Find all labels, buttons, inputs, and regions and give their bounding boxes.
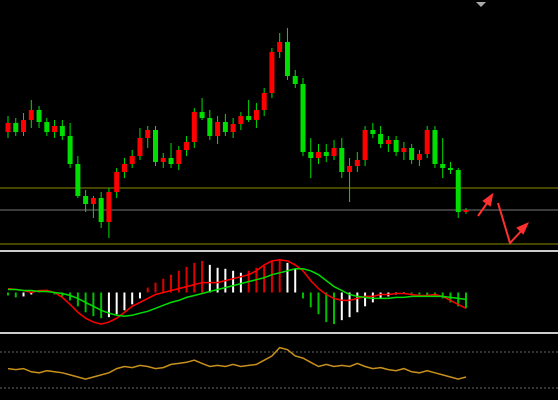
candle-body (354, 160, 360, 166)
macd-line (8, 268, 467, 317)
candle-body (36, 110, 42, 122)
candle-body (385, 140, 391, 144)
candle-body (323, 152, 329, 156)
candle-body (339, 148, 345, 172)
candle-body (106, 192, 112, 222)
candle-body (98, 198, 104, 222)
candle-body (90, 198, 96, 204)
candle-body (409, 148, 415, 160)
candle-body (152, 130, 158, 162)
candle-body (378, 134, 384, 144)
candle-body (28, 110, 34, 120)
candle-body (215, 122, 221, 136)
candle-body (145, 130, 151, 138)
candle-body (308, 152, 314, 158)
candle-body (416, 154, 422, 160)
candle-body (191, 112, 197, 142)
candle-body (253, 110, 259, 120)
candle-body (238, 116, 244, 124)
candle-body (362, 130, 368, 160)
plots (5, 28, 469, 380)
candle-body (67, 136, 73, 164)
candle-body (269, 52, 275, 93)
candle-body (121, 164, 127, 172)
candle-body (59, 126, 65, 136)
candle-body (432, 130, 438, 164)
candle-body (347, 166, 353, 172)
candle-body (44, 122, 50, 132)
candle-body (370, 130, 376, 134)
candle-body (424, 130, 430, 154)
candle-body (168, 158, 174, 164)
candle-body (440, 164, 446, 168)
candle-body (292, 76, 298, 84)
candle-body (83, 196, 89, 204)
candle-body (401, 148, 407, 152)
candle-body (184, 142, 190, 150)
candle-body (5, 123, 11, 132)
candle-body (129, 156, 135, 164)
candle-body (75, 164, 81, 196)
candle-body (284, 42, 290, 76)
candle-body (13, 123, 19, 132)
candle-body (230, 124, 236, 132)
forecast-arrows (477, 192, 529, 245)
candle-body (246, 116, 252, 120)
candle-body (463, 210, 469, 212)
candle-body (160, 158, 166, 162)
candle-body (176, 150, 182, 164)
candle-body (455, 170, 461, 212)
candle-body (316, 152, 322, 158)
shift-marker (476, 2, 486, 7)
candle-body (114, 172, 120, 192)
candle-body (331, 148, 337, 156)
macd-line (7, 259, 467, 325)
candle-body (199, 112, 205, 118)
candle-body (137, 138, 143, 156)
candle-body (52, 126, 58, 132)
candle-body (207, 118, 213, 136)
candle-body (300, 84, 306, 152)
candle-body (21, 120, 27, 132)
oscillator-line (7, 346, 467, 380)
candle-body (222, 122, 228, 132)
candle-body (393, 140, 399, 152)
candle-body (277, 42, 283, 52)
candle-body (447, 168, 453, 170)
candle-body (261, 93, 267, 110)
